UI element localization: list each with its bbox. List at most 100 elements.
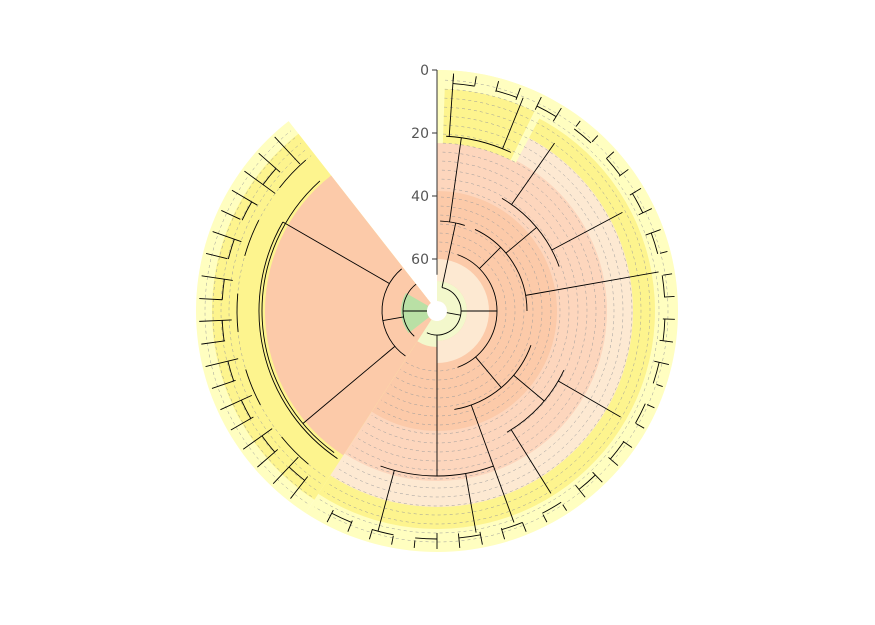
leaf-branch [638, 208, 653, 216]
leaf-branch [479, 531, 483, 545]
root-hole [427, 301, 447, 321]
branch-radial [282, 221, 390, 284]
branch-arc [495, 90, 518, 98]
branch-arc [331, 512, 352, 523]
branch-arc [501, 521, 523, 531]
grid-arc [314, 79, 669, 543]
leaf-branch [562, 504, 568, 511]
leaf-branch [542, 514, 548, 523]
leaf-branch [521, 522, 527, 532]
branch-radial [441, 222, 457, 288]
leaf-branch [592, 471, 603, 483]
branch-arc [446, 135, 512, 153]
leaf-branch [474, 76, 477, 86]
branch-arc [573, 128, 592, 144]
leaf-branch [242, 428, 273, 450]
leaf-branch [205, 252, 228, 260]
branch-arc [632, 193, 644, 214]
grid-arc [319, 88, 660, 534]
leaf-branch [205, 358, 239, 367]
branch-radial [505, 227, 537, 254]
leaf-branch [413, 540, 416, 548]
leaf-branch [326, 509, 334, 523]
branch-arc [279, 159, 307, 189]
branch-radial [525, 271, 659, 296]
clade-sector [401, 293, 430, 334]
leaf-branch [608, 457, 619, 466]
branch-arc [245, 369, 261, 406]
branch-arc [227, 361, 235, 382]
grid-arc [371, 187, 561, 435]
leaf-branch [629, 188, 642, 196]
grid-arc [352, 151, 597, 471]
leaf-branch [534, 96, 542, 110]
branch-arc [426, 287, 462, 336]
leaf-branch [635, 423, 645, 429]
grid-arc [343, 133, 615, 489]
branch-radial [475, 356, 502, 388]
leaf-branch [618, 169, 629, 177]
branch-radial [510, 429, 552, 494]
leaf-branch [212, 231, 242, 243]
branch-arc [542, 501, 562, 514]
branch-radial [465, 473, 477, 533]
leaf-branch [575, 120, 581, 127]
grid-arc [333, 115, 633, 507]
branch-arc [458, 534, 481, 539]
leaf-branch [211, 379, 236, 389]
clade-sector [442, 89, 535, 161]
grid-arc [366, 178, 570, 444]
leaf-branch [591, 135, 599, 143]
leaf-branch [244, 170, 276, 194]
leaf-branch [231, 189, 258, 206]
grid-arc [347, 142, 606, 480]
grid-arc [395, 232, 516, 390]
branch-radial [446, 312, 461, 316]
clade-sector [437, 259, 489, 363]
leaf-branch [221, 210, 241, 220]
leaf-branch [199, 319, 232, 322]
branch-arc [452, 83, 475, 87]
branch-radial [479, 247, 501, 269]
branch-arc [474, 229, 528, 312]
branch-arc [402, 283, 417, 337]
grid-arc [400, 241, 507, 381]
leaf-branch [660, 250, 668, 254]
leaf-branch [495, 80, 500, 92]
leaf-branch [659, 339, 674, 343]
leaf-branch [654, 360, 670, 365]
leaf-branch [201, 340, 226, 345]
branch-arc [261, 435, 276, 453]
grid-arc [328, 106, 642, 516]
branch-radial [302, 346, 396, 424]
axis-tick-label: 40 [411, 189, 429, 205]
leaf-branch [199, 298, 223, 301]
grid-arc [323, 97, 651, 525]
branch-radial [470, 404, 515, 523]
branch-arc [415, 537, 438, 540]
branch-arc [221, 320, 225, 341]
branch-radial [513, 374, 545, 402]
leaf-branch [457, 533, 461, 548]
leaf-branch [645, 229, 661, 236]
axis-tick-label: 20 [411, 126, 429, 142]
branch-arc [258, 221, 338, 459]
branch-arc [662, 318, 666, 341]
radial-gridlines [204, 79, 669, 543]
branch-arc [506, 369, 565, 433]
grid-arc [212, 136, 312, 497]
branch-arc [281, 436, 309, 465]
leaf-branch [575, 484, 586, 498]
branch-arc [227, 239, 235, 260]
branch-arc [236, 293, 239, 332]
branch-arc [610, 441, 625, 460]
branch-radial [448, 75, 454, 137]
branch-radial [377, 470, 395, 532]
clade-sector [437, 281, 467, 341]
branch-arc [288, 466, 305, 481]
leaf-branch [664, 296, 675, 298]
branch-radial [502, 97, 524, 149]
axis-tick-label: 0 [420, 63, 429, 79]
grid-arc [385, 214, 534, 408]
